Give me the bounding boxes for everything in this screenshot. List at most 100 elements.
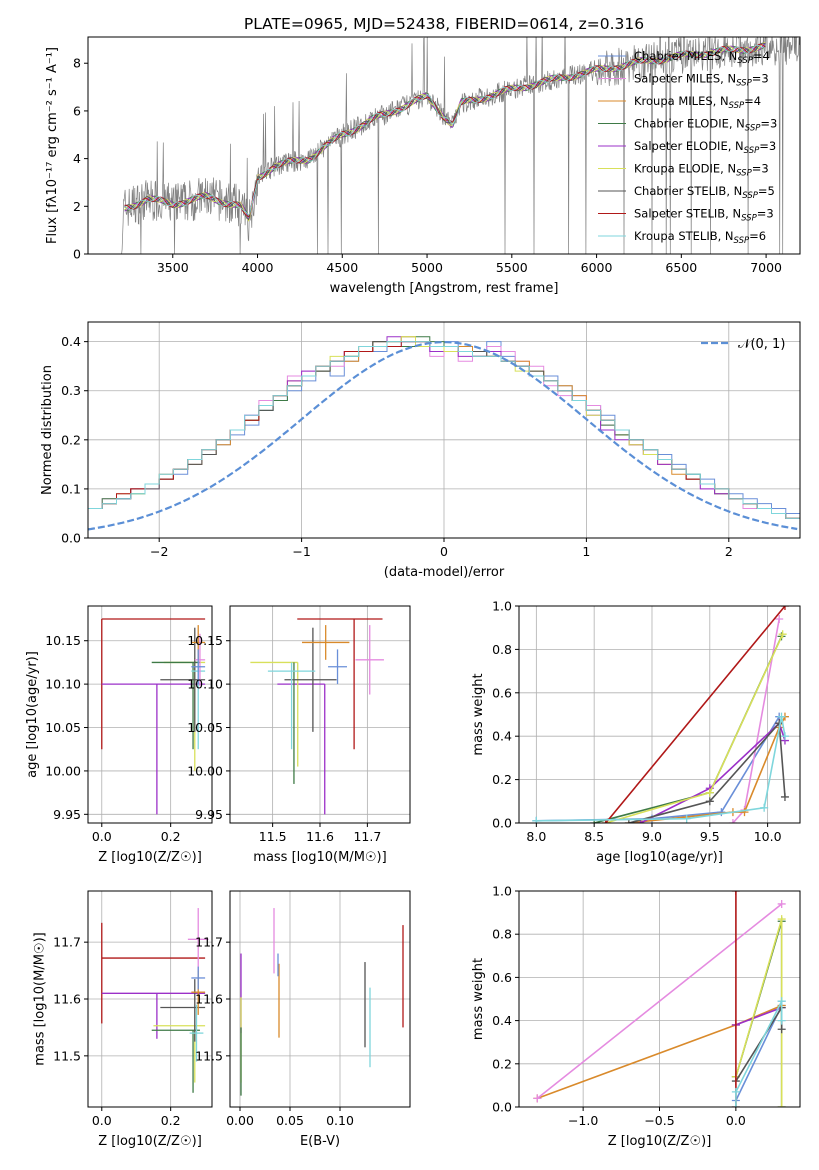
x-axis-label: (data-model)/error bbox=[384, 565, 505, 580]
weight-marker-kroupa_stelib bbox=[731, 1087, 740, 1096]
y-tick-label: 10.15 bbox=[45, 633, 81, 648]
weight-line-chabrier_elodie bbox=[593, 636, 783, 823]
y-tick-label: 10.15 bbox=[187, 633, 223, 648]
weight-marker-kroupa_elodie bbox=[777, 1103, 786, 1107]
y-tick-label: 0.4 bbox=[492, 1013, 512, 1028]
y-tick-label: 10.05 bbox=[45, 720, 81, 735]
histogram-kroupa_stelib bbox=[88, 341, 800, 519]
weight-marker-chabrier_stelib bbox=[624, 819, 633, 823]
x-axis-label: wavelength [Angstrom, rest frame] bbox=[330, 281, 559, 296]
x-tick-label: 0.0 bbox=[92, 1113, 112, 1128]
y-tick-label: 0.3 bbox=[61, 383, 81, 398]
weight-marker-kroupa_stelib bbox=[780, 732, 789, 741]
mass-vs-ebv-marks bbox=[240, 908, 404, 1096]
weight-marker-kroupa_stelib bbox=[532, 816, 541, 823]
y-tick-label: 4 bbox=[73, 151, 81, 166]
model-spectrum-salpeter_stelib bbox=[124, 43, 766, 218]
x-tick-label: 3500 bbox=[157, 260, 189, 275]
x-axis-label: mass [log10(M/M☉)] bbox=[253, 850, 386, 865]
weight-marker-chabrier_stelib bbox=[705, 797, 714, 806]
y-tick-label: 9.95 bbox=[195, 807, 223, 822]
y-tick-label: 0.0 bbox=[61, 531, 81, 546]
x-tick-label: −1.0 bbox=[568, 1113, 598, 1128]
legend-label: Salpeter STELIB, NSSP=3 bbox=[634, 207, 774, 224]
normal-curve bbox=[88, 341, 798, 531]
x-axis-label: Z [log10(Z/Z☉)] bbox=[98, 1134, 202, 1149]
y-tick-label: 10.05 bbox=[187, 720, 223, 735]
x-tick-label: 11.6 bbox=[306, 829, 334, 844]
legend-normal: 𝒩(0, 1) bbox=[701, 337, 785, 352]
weight-marker-kroupa_stelib bbox=[731, 1103, 740, 1107]
model-spectrum-kroupa_stelib bbox=[124, 44, 766, 216]
y-tick-label: 1.0 bbox=[492, 599, 512, 614]
y-tick-label: 0.6 bbox=[492, 970, 512, 985]
mass-vs-z-marks bbox=[101, 908, 209, 1093]
legend-label: Kroupa STELIB, NSSP=6 bbox=[634, 229, 766, 246]
weight-marker-chabrier_stelib bbox=[777, 1025, 786, 1034]
legend-label: Salpeter ELODIE, NSSP=3 bbox=[634, 139, 776, 156]
y-tick-label: 8 bbox=[73, 56, 81, 71]
age-vs-mass-axes: 11.5 11.6 11.7 9.95 10.00 10.05 10.10 10.15 mass… bbox=[187, 605, 411, 865]
plot-layer: 3500 4000 4500 5000 5500 6000 6500 7000 0 2 4 6 8 wav… bbox=[25, 36, 801, 1149]
y-tick-label: 11.5 bbox=[53, 1048, 81, 1063]
x-tick-label: −0.5 bbox=[644, 1113, 674, 1128]
mass-weight-vs-z-axes: −1.0 −0.5 0.0 0.0 0.2 0.4 0.6 0.8 1.0 Z [log10(Z/… bbox=[471, 884, 801, 1149]
x-tick-label: 4000 bbox=[242, 260, 274, 275]
weight-marker-salpeter_stelib bbox=[780, 606, 789, 610]
y-tick-label: 1.0 bbox=[492, 884, 512, 899]
weight-marker-kroupa_elodie bbox=[778, 630, 787, 639]
residual-hist-axes: −2 −1 0 1 2 0.0 0.1 0.2 0.3 0.4 (data-model)/error… bbox=[40, 321, 801, 580]
x-tick-label: −2 bbox=[150, 544, 168, 559]
residual-hist-marks bbox=[88, 336, 800, 531]
histogram-salpeter_stelib bbox=[88, 341, 800, 524]
weight-line-salpeter_elodie bbox=[735, 1006, 782, 1026]
x-tick-label: 11.5 bbox=[259, 829, 287, 844]
y-axis-label: mass weight bbox=[471, 673, 486, 755]
weight-marker-kroupa_miles bbox=[740, 808, 749, 817]
legend-label: Chabrier ELODIE, NSSP=3 bbox=[634, 117, 777, 134]
y-tick-label: 0.2 bbox=[61, 432, 81, 447]
x-tick-label: 0.0 bbox=[726, 1113, 746, 1128]
weight-line-chabrier_stelib bbox=[735, 1004, 783, 1082]
y-axis-label: Flux [fλ10⁻¹⁷ erg cm⁻² s⁻¹ A⁻¹] bbox=[45, 47, 60, 244]
weight-marker-chabrier_miles bbox=[717, 808, 726, 817]
y-axis-label: age [log10(age/yr)] bbox=[25, 651, 40, 778]
histogram-salpeter_miles bbox=[88, 341, 800, 524]
legend-label: Kroupa ELODIE, NSSP=3 bbox=[634, 162, 769, 179]
weight-line-kroupa_elodie bbox=[605, 633, 784, 823]
x-tick-label: 0.00 bbox=[226, 1113, 254, 1128]
x-axis-label: Z [log10(Z/Z☉)] bbox=[98, 850, 202, 865]
histogram-chabrier_stelib bbox=[88, 341, 800, 519]
legend-label: Salpeter MILES, NSSP=3 bbox=[634, 72, 769, 89]
y-tick-label: 0.4 bbox=[61, 334, 81, 349]
model-spectrum-chabrier_elodie bbox=[124, 45, 766, 218]
spectrum-marks bbox=[121, 37, 800, 254]
x-tick-label: 0.2 bbox=[161, 1113, 181, 1128]
x-tick-label: 9.0 bbox=[642, 829, 662, 844]
weight-marker-salpeter_miles bbox=[777, 899, 786, 908]
y-tick-label: 10.00 bbox=[187, 763, 223, 778]
weight-marker-salpeter_miles bbox=[533, 1094, 542, 1103]
x-tick-label: 1 bbox=[582, 544, 590, 559]
x-tick-label: 11.7 bbox=[353, 829, 381, 844]
weight-marker-salpeter_stelib bbox=[731, 891, 740, 895]
legend-label: Chabrier STELIB, NSSP=5 bbox=[634, 184, 775, 201]
y-tick-label: 0.8 bbox=[492, 927, 512, 942]
weight-line-salpeter_miles bbox=[536, 903, 783, 1100]
weight-marker-kroupa_elodie bbox=[705, 788, 714, 797]
x-tick-label: 0.2 bbox=[161, 829, 181, 844]
mass-weight-vs-z-marks bbox=[533, 891, 786, 1107]
legend-label: 𝒩(0, 1) bbox=[738, 337, 785, 352]
weight-marker-kroupa_stelib bbox=[777, 712, 786, 721]
age-vs-z-marks bbox=[101, 618, 206, 815]
mass-weight-vs-age-marks bbox=[532, 606, 789, 823]
x-tick-label: 0.05 bbox=[276, 1113, 304, 1128]
axes-frame bbox=[518, 605, 801, 824]
weight-marker-salpeter_miles bbox=[775, 615, 784, 624]
legend-label: Chabrier MILES, NSSP=4 bbox=[634, 49, 770, 66]
y-tick-label: 10.00 bbox=[45, 763, 81, 778]
y-axis-label: mass [log10(M/M☉)] bbox=[33, 932, 48, 1065]
x-tick-label: 2 bbox=[725, 544, 733, 559]
x-tick-label: 10.0 bbox=[754, 829, 782, 844]
